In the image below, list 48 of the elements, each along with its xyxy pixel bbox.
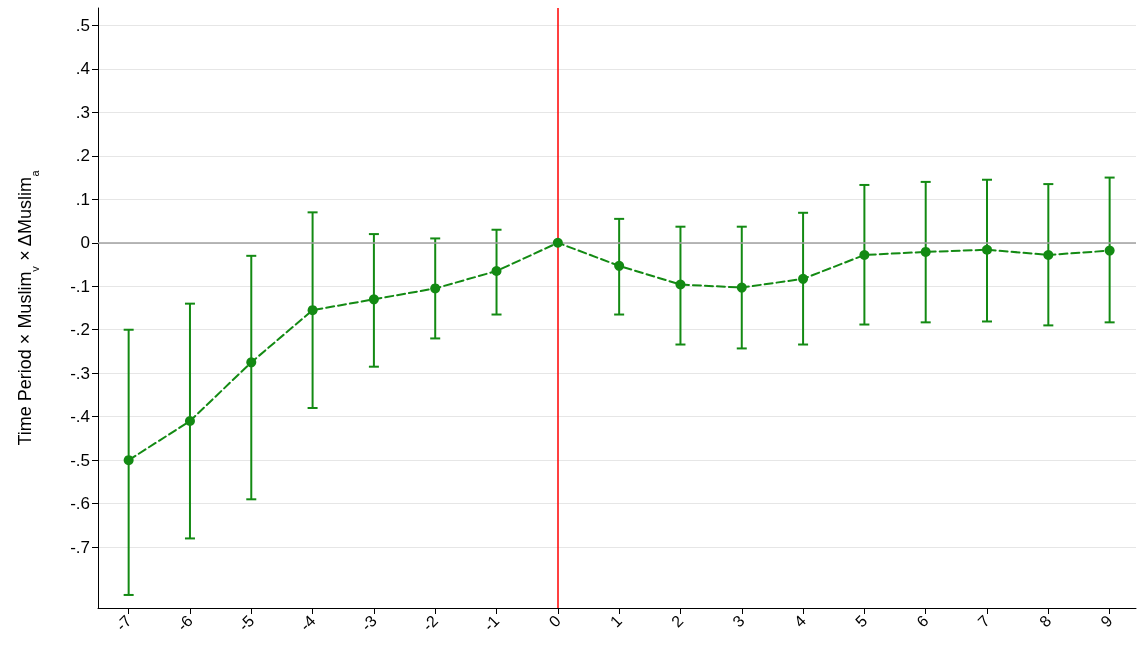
point — [184, 416, 195, 427]
x-tick-label: 4 — [790, 611, 810, 631]
y-tick-label: .4 — [75, 59, 90, 79]
y-tick-label: -.5 — [70, 450, 90, 470]
x-tick-label: 5 — [852, 611, 871, 631]
y-tick-label: -.2 — [70, 320, 90, 340]
point — [614, 260, 625, 271]
point — [123, 455, 134, 466]
point — [675, 279, 686, 290]
point — [246, 357, 257, 368]
y-tick-label: 0 — [80, 233, 90, 253]
x-tick-label: 7 — [974, 611, 994, 631]
point — [736, 282, 747, 293]
point — [920, 246, 931, 257]
point — [430, 283, 441, 294]
y-tick-label: -.1 — [70, 276, 90, 296]
x-tick-label: -4 — [296, 611, 319, 635]
y-tick-label: -.4 — [70, 407, 90, 427]
y-tick-label: .3 — [75, 102, 90, 122]
point — [1043, 249, 1054, 260]
point — [859, 249, 870, 260]
y-tick-label: .1 — [75, 189, 90, 209]
x-tick-label: -2 — [419, 611, 442, 635]
x-tick-label: -5 — [235, 611, 258, 635]
x-tick-label: -6 — [173, 611, 197, 635]
point — [368, 294, 379, 305]
y-tick-label: .2 — [75, 146, 90, 166]
point — [307, 305, 318, 316]
y-axis-title: Time Period × Muslimv × ΔMuslima — [15, 169, 41, 446]
y-tick-label: .5 — [75, 15, 90, 35]
point — [491, 266, 502, 277]
x-tick-label: 8 — [1036, 611, 1055, 631]
x-tick-label: 3 — [729, 611, 748, 631]
point — [798, 273, 809, 284]
x-tick-label: 0 — [545, 611, 564, 631]
x-tick-label: 6 — [913, 611, 932, 631]
point — [552, 237, 563, 248]
x-tick-label: -3 — [357, 611, 380, 635]
point — [982, 244, 993, 255]
x-tick-label: 2 — [668, 611, 687, 631]
y-tick-label: -.3 — [70, 363, 90, 383]
x-tick-label: 9 — [1097, 611, 1116, 631]
x-tick-label: -7 — [112, 611, 135, 635]
x-tick-label: -1 — [480, 611, 503, 635]
x-tick-label: 1 — [606, 611, 626, 631]
point — [1104, 245, 1115, 256]
y-tick-label: -.7 — [70, 537, 90, 557]
y-tick-label: -.6 — [70, 494, 90, 514]
